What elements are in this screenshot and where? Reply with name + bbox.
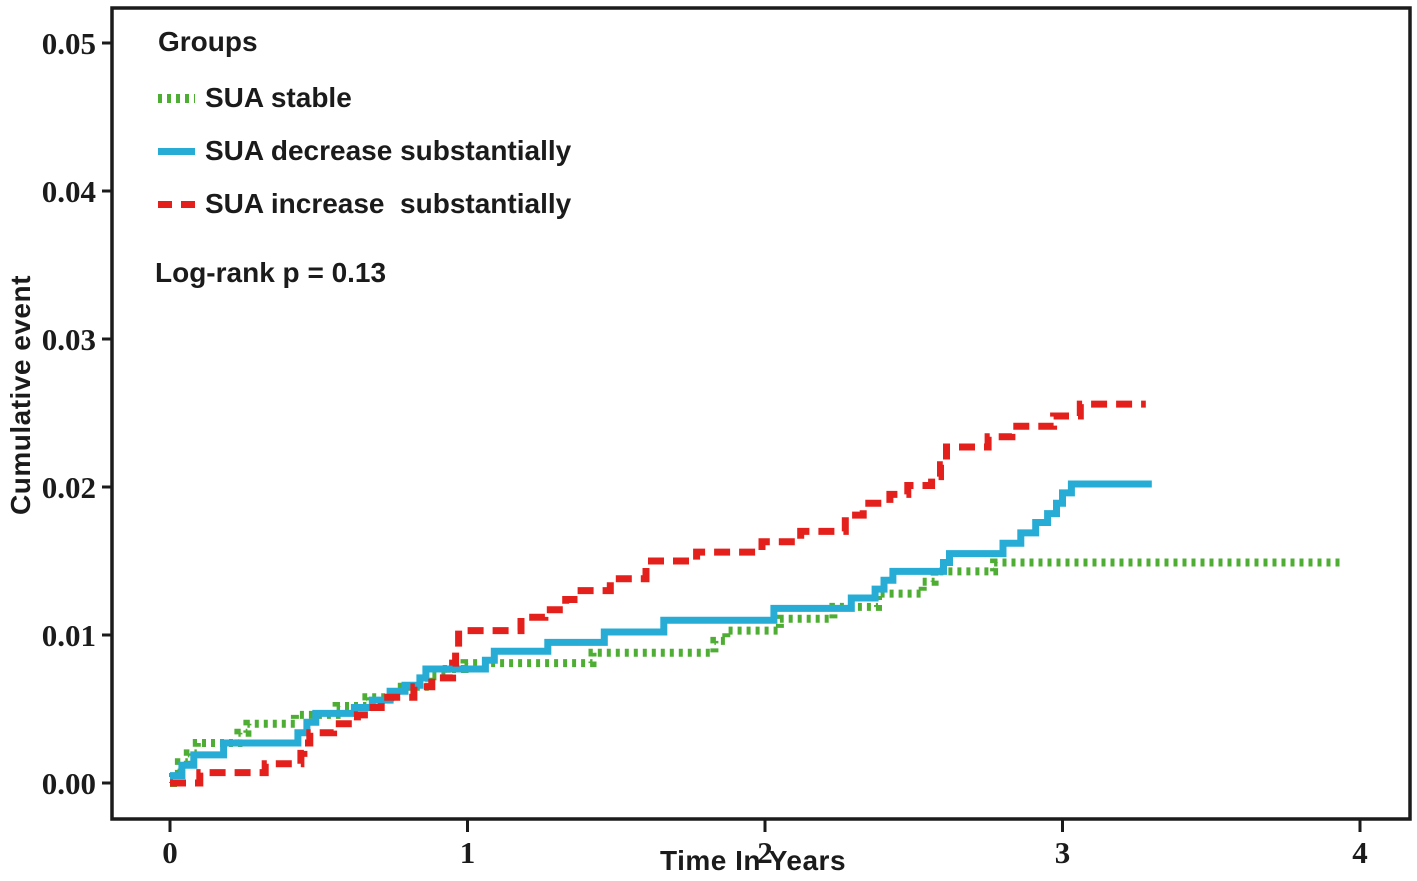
sua-increase-dashed-line-key-icon xyxy=(158,200,195,208)
legend-label-sua-increase: SUA increase substantially xyxy=(205,188,572,219)
legend-item-sua-decrease: SUA decrease substantially xyxy=(158,136,571,166)
y-tick-label: 0.04 xyxy=(42,174,96,209)
legend-item-sua-increase: SUA increase substantially xyxy=(158,189,571,219)
x-tick-label: 4 xyxy=(1352,835,1368,870)
sua-stable-dotted-line-key-icon xyxy=(158,93,195,103)
series-line-sua-stable xyxy=(169,558,1343,787)
y-tick-label: 0.00 xyxy=(42,766,96,801)
x-tick-label: 1 xyxy=(460,835,476,870)
y-tick-label: 0.01 xyxy=(42,618,96,653)
y-tick-label: 0.03 xyxy=(42,322,96,357)
legend-title: Groups xyxy=(158,26,258,57)
legend: Groups SUA stable SUA decrease substanti… xyxy=(0,0,700,300)
log-rank-annotation: Log-rank p = 0.13 xyxy=(155,257,387,288)
x-tick-label: 0 xyxy=(162,835,178,870)
legend-label-sua-stable: SUA stable xyxy=(205,82,352,113)
legend-label-sua-decrease: SUA decrease substantially xyxy=(205,135,572,166)
x-tick-label: 3 xyxy=(1055,835,1071,870)
sua-decrease-solid-line-key-icon xyxy=(158,147,195,155)
legend-item-sua-stable: SUA stable xyxy=(158,83,352,113)
y-tick-label: 0.02 xyxy=(42,470,96,505)
series-line-sua-decrease-substantially xyxy=(170,480,1152,780)
series-line-sua-increase-substantially xyxy=(170,400,1146,787)
panel-border xyxy=(110,6,1412,821)
x-axis-title: Time In Years xyxy=(659,845,847,876)
x-tick-label: 2 xyxy=(757,835,773,870)
y-tick-label: 0.05 xyxy=(42,26,96,61)
